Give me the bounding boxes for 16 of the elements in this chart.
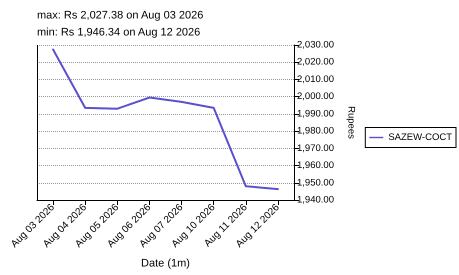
text: min: Rs 1,946.34 on Aug 12 2026 (37, 26, 200, 38)
y-tick-label: 1,980.00 (297, 126, 334, 137)
y-tick-label: 2,020.00 (297, 56, 334, 68)
x-axis-title: Date (1m) (141, 258, 190, 270)
y-tick-label: 1,960.00 (297, 160, 334, 172)
text: max: Rs 2,027.38 on Aug 03 2026 (37, 10, 204, 22)
y-axis-title: Rupees (346, 106, 356, 140)
y-tick-label: 2,030.00 (297, 40, 334, 50)
y-tick-label: 1,950.00 (297, 177, 334, 188)
y-tick-label: 2,000.00 (297, 91, 334, 102)
y-tick-label: 1,990.00 (297, 108, 334, 120)
y-tick-label: 1,940.00 (297, 194, 334, 206)
line-series (52, 48, 279, 190)
legend-label: SAZEW-COCT (388, 132, 452, 143)
y-tick-label: 1,970.00 (297, 142, 334, 154)
y-tick-label: 2,010.00 (297, 74, 334, 85)
